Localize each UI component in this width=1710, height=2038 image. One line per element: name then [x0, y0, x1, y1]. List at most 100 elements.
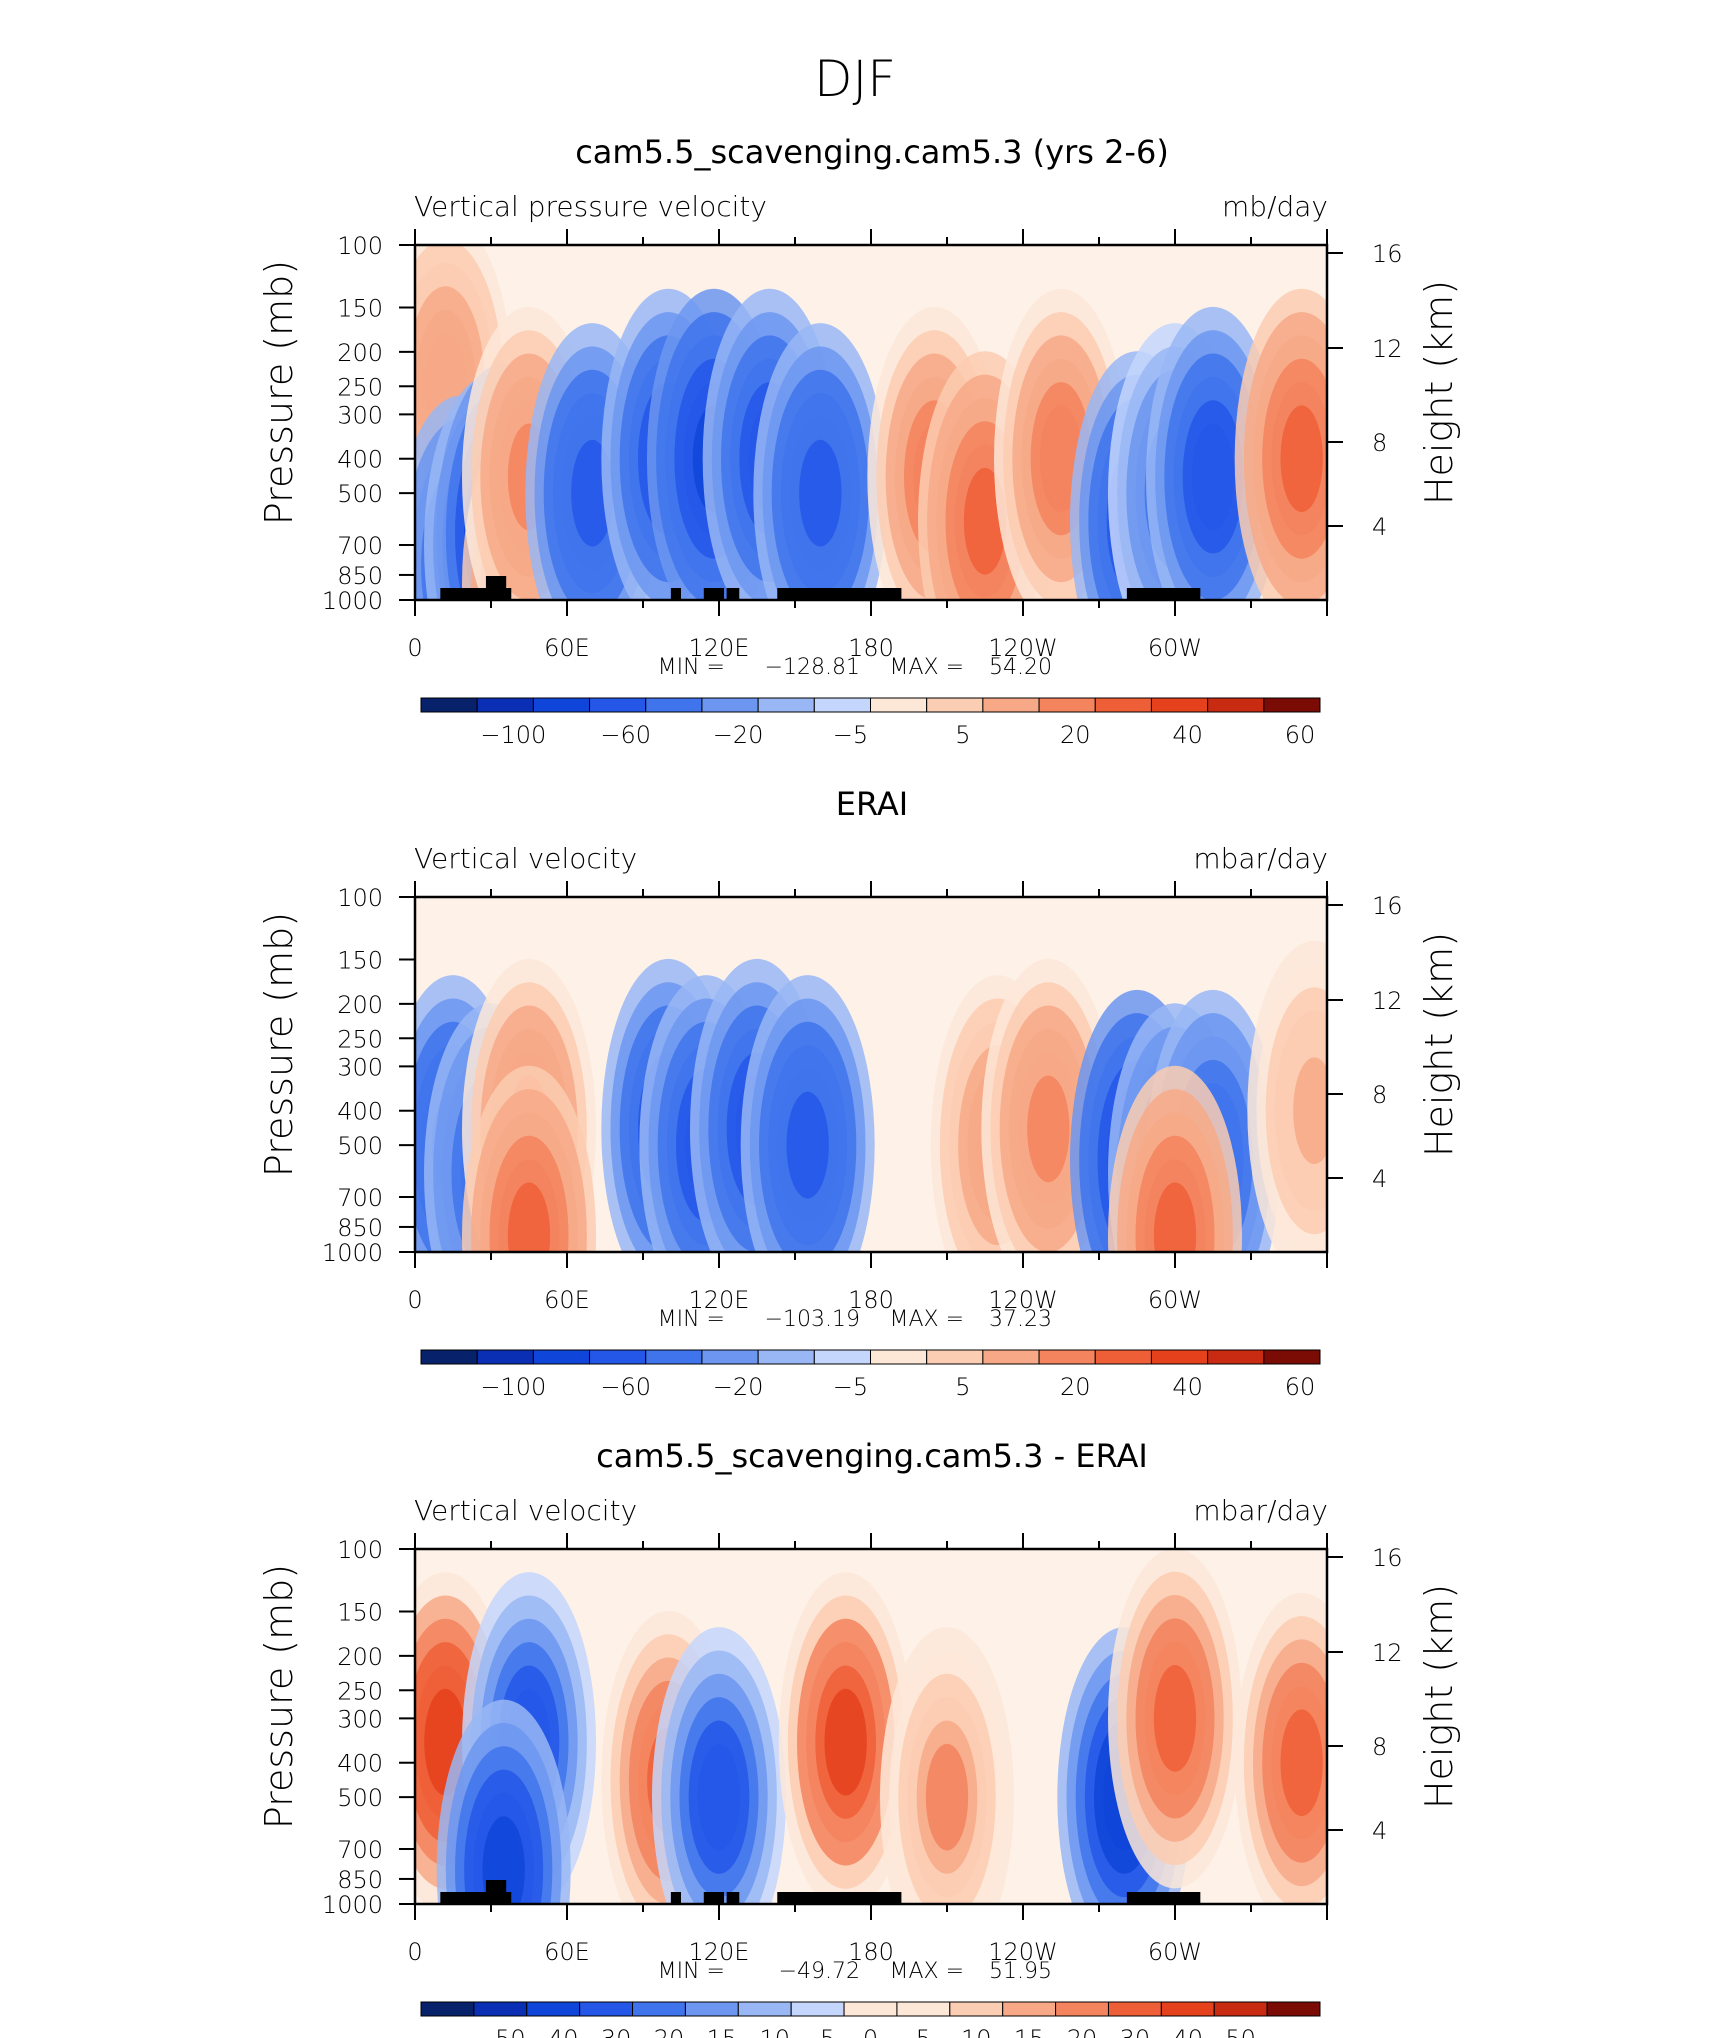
field-contour — [824, 1688, 867, 1796]
colorbar-box — [1150, 1349, 1209, 1365]
y-axis-title: Pressure (mb) — [257, 1564, 301, 1829]
y-tick-label: 100 — [337, 232, 383, 260]
colorbar-label: −20 — [713, 721, 764, 749]
x-tick-label: 60W — [1148, 1938, 1202, 1966]
colorbar-label: −5 — [833, 721, 868, 749]
y2-axis-title: Height (km) — [1417, 1584, 1461, 1809]
colorbar-box — [1207, 697, 1265, 713]
y-tick-label: 200 — [337, 339, 383, 367]
y2-tick-label: 16 — [1372, 892, 1403, 920]
colorbar-label: 40 — [1172, 1373, 1203, 1401]
colorbar-box — [701, 697, 759, 713]
y-tick-label: 850 — [337, 1214, 383, 1242]
max-label: MAX = — [889, 1959, 964, 1984]
x-tick-label: 60E — [544, 1938, 590, 1966]
y-tick-label: 100 — [337, 1536, 383, 1564]
topography-mask — [726, 588, 740, 600]
y2-tick-label: 8 — [1372, 1733, 1387, 1761]
max-label: MAX = — [889, 1307, 964, 1332]
x-tick-label: 60E — [544, 634, 590, 662]
y2-tick-label: 16 — [1372, 1544, 1403, 1572]
topography-mask — [491, 588, 512, 600]
colorbar-box — [579, 2001, 634, 2017]
variable-label: Vertical pressure velocity — [414, 190, 767, 223]
y2-axis-title: Height (km) — [1417, 280, 1461, 505]
colorbar-label: −100 — [480, 1373, 546, 1401]
season-title: DJF — [814, 50, 896, 108]
field-contour — [1191, 423, 1235, 531]
panel-2: ERAI Vertical velocity mbar/day 0 60E 120E 180… — [257, 785, 1461, 1401]
colorbar-box — [926, 697, 984, 713]
colorbar-label: −5 — [800, 2025, 835, 2038]
field-contour — [507, 1182, 551, 1252]
topography-mask — [777, 588, 902, 600]
max-value: 54.20 — [989, 655, 1052, 680]
colorbar-box — [532, 1349, 591, 1365]
y-tick-label: 100 — [337, 884, 383, 912]
field-contour — [799, 439, 842, 547]
colorbar-box — [645, 1349, 703, 1365]
colorbar-box — [632, 2001, 686, 2017]
y-tick-label: 700 — [337, 1836, 383, 1864]
colorbar-label: 60 — [1285, 721, 1316, 749]
y-tick-label: 200 — [337, 991, 383, 1019]
units-label: mbar/day — [1193, 842, 1328, 875]
colorbar-label: −100 — [480, 721, 546, 749]
field-contour — [1280, 405, 1323, 513]
colorbar-box — [813, 1349, 871, 1365]
colorbar-box — [645, 697, 703, 713]
colorbar-box — [737, 2001, 792, 2017]
colorbar-label: 5 — [916, 2025, 931, 2038]
colorbar-box — [1038, 1349, 1096, 1365]
colorbar-box — [526, 2001, 581, 2017]
colorbar-box — [1266, 2001, 1321, 2017]
panel-1: cam5.5_scavenging.cam5.3 (yrs 2-6) Vertic… — [257, 133, 1461, 749]
y-tick-label: 150 — [337, 1599, 383, 1627]
colorbar-box — [532, 697, 591, 713]
colorbar-label: −20 — [634, 2025, 685, 2038]
colorbar-label: 50 — [1225, 2025, 1256, 2038]
colorbar-box — [982, 1349, 1040, 1365]
y-tick-label: 700 — [337, 1184, 383, 1212]
colorbar-box — [843, 2001, 898, 2017]
field-contour — [1153, 1665, 1197, 1772]
colorbar-label: 40 — [1173, 2025, 1204, 2038]
y-tick-label: 200 — [337, 1643, 383, 1671]
min-label: MIN = — [658, 655, 725, 680]
colorbar-label: 0 — [863, 2025, 878, 2038]
topography-mask — [1126, 588, 1201, 600]
field-contour — [697, 1743, 741, 1851]
x-tick-label: 120E — [689, 1286, 750, 1314]
topography-mask — [726, 1892, 740, 1904]
y-tick-label: 1000 — [322, 1239, 383, 1267]
y-axis-title: Pressure (mb) — [257, 912, 301, 1177]
colorbar-box — [896, 2001, 951, 2017]
field-contour — [1293, 1057, 1327, 1165]
y-tick-label: 1000 — [322, 587, 383, 615]
colorbar-box — [1213, 2001, 1268, 2017]
x-tick-label: 0 — [407, 1286, 422, 1314]
y2-tick-label: 8 — [1372, 1081, 1387, 1109]
y-tick-label: 500 — [337, 1784, 383, 1812]
y-tick-label: 250 — [337, 1677, 383, 1705]
colorbar-label: −60 — [600, 1373, 651, 1401]
colorbar-box — [926, 1349, 984, 1365]
colorbar-box — [870, 1349, 928, 1365]
y-tick-label: 500 — [337, 480, 383, 508]
colorbar-box — [1094, 697, 1152, 713]
colorbar-label: −60 — [600, 721, 651, 749]
colorbar-box — [813, 697, 871, 713]
y-tick-label: 300 — [337, 1053, 383, 1081]
x-tick-label: 0 — [407, 1938, 422, 1966]
panel-title: ERAI — [836, 785, 908, 823]
y-tick-label: 300 — [337, 1705, 383, 1733]
min-value: −128.81 — [765, 655, 860, 680]
field-contours — [415, 245, 1327, 600]
panel-title: cam5.5_scavenging.cam5.3 (yrs 2-6) — [575, 133, 1169, 171]
min-value: −49.72 — [779, 1959, 860, 1984]
y-tick-label: 850 — [337, 1866, 383, 1894]
topography-mask — [703, 1892, 725, 1904]
y-tick-label: 500 — [337, 1132, 383, 1160]
y2-tick-label: 12 — [1372, 1639, 1403, 1667]
